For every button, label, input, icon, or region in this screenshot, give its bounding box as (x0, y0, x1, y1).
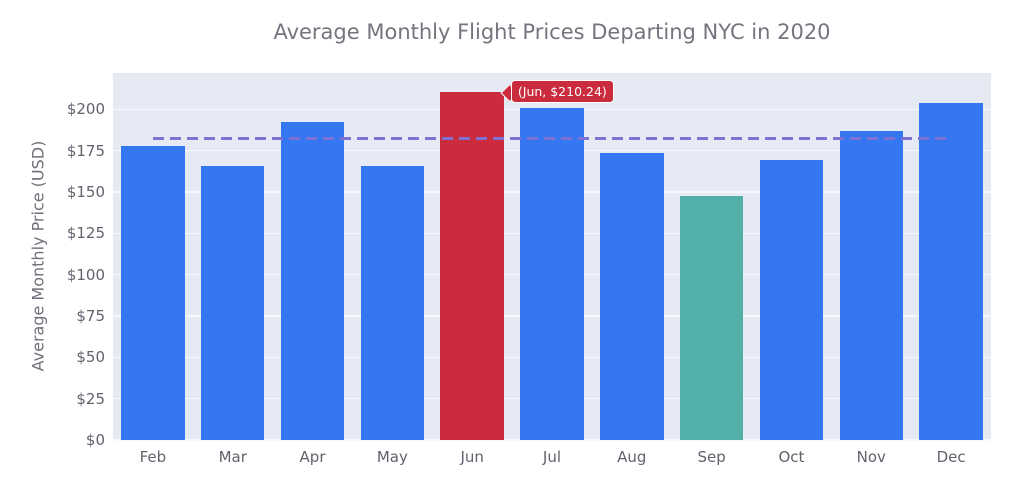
y-tick-label-$75: $75 (76, 307, 105, 325)
y-tick-label-$150: $150 (66, 183, 105, 202)
gridline-$0 (113, 439, 991, 441)
bar-jun[interactable] (440, 92, 504, 440)
x-tick-label-jun: Jun (460, 448, 484, 466)
bar-feb[interactable] (121, 145, 185, 440)
y-tick-label-$175: $175 (66, 141, 105, 160)
bar-dec[interactable] (919, 102, 983, 440)
y-axis-title: Average Monthly Price (USD) (28, 140, 48, 372)
y-tick-label-$50: $50 (76, 348, 105, 367)
chart-title: Average Monthly Flight Prices Departing … (273, 20, 831, 44)
y-tick-label-$25: $25 (76, 389, 105, 408)
bar-jul[interactable] (520, 107, 584, 440)
bar-oct[interactable] (759, 159, 824, 440)
plot-area: (Jun, $210.24) (113, 73, 991, 441)
y-tick-label-$100: $100 (66, 265, 105, 284)
bar-apr[interactable] (280, 121, 345, 440)
x-tick-label-may: May (376, 448, 408, 466)
bar-mar[interactable] (201, 165, 265, 440)
x-tick-label-feb: Feb (139, 448, 167, 466)
bar-sep[interactable] (679, 196, 744, 440)
x-tick-label-dec: Dec (936, 448, 966, 466)
x-tick-label-jul: Jul (542, 448, 562, 466)
bar-nov[interactable] (839, 130, 903, 440)
y-tick-label-$0: $0 (85, 431, 105, 449)
x-tick-label-oct: Oct (778, 448, 805, 466)
bar-may[interactable] (360, 165, 425, 440)
average-price-line (152, 136, 952, 140)
x-tick-label-aug: Aug (617, 448, 647, 466)
bar-aug[interactable] (600, 153, 664, 440)
y-tick-label-$200: $200 (66, 100, 105, 119)
x-tick-label-nov: Nov (856, 448, 886, 466)
x-tick-label-mar: Mar (218, 448, 247, 466)
y-tick-label-$125: $125 (66, 224, 105, 243)
x-tick-label-sep: Sep (697, 448, 726, 466)
x-tick-label-apr: Apr (299, 448, 326, 466)
annotation-jun: (Jun, $210.24) (510, 80, 614, 104)
